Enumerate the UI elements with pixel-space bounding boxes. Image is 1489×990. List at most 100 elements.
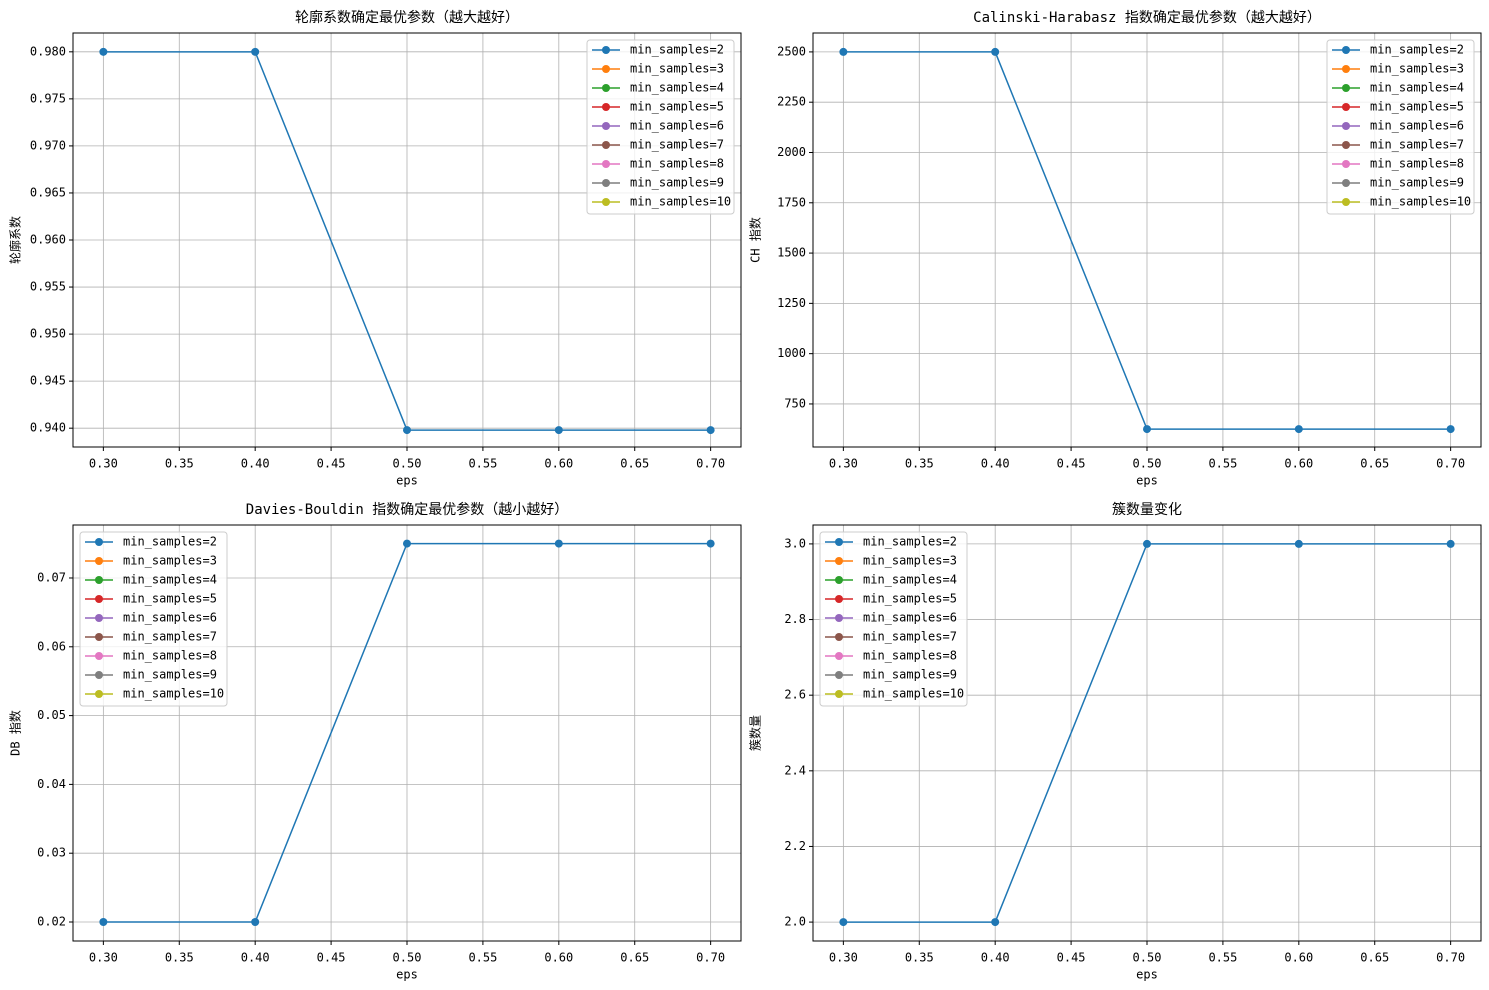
legend-label: min_samples=4 — [863, 573, 957, 587]
x-tick-label: 0.35 — [165, 457, 194, 471]
legend-label: min_samples=8 — [863, 649, 957, 663]
legend-label: min_samples=3 — [630, 62, 724, 76]
x-tick-label: 0.55 — [468, 951, 497, 965]
data-point — [706, 539, 715, 548]
y-tick-label: 1750 — [777, 195, 806, 209]
data-point — [839, 918, 848, 927]
chart-title: 簇数量变化 — [1112, 502, 1182, 518]
x-tick-label: 0.45 — [317, 457, 346, 471]
legend-label: min_samples=6 — [863, 611, 957, 625]
legend-label: min_samples=6 — [630, 119, 724, 133]
legend-marker — [95, 557, 103, 565]
y-tick-label: 0.940 — [30, 421, 66, 435]
y-tick-label: 1250 — [777, 296, 806, 310]
legend-box — [1326, 39, 1475, 215]
legend-label: min_samples=3 — [863, 554, 957, 568]
data-point — [99, 918, 108, 927]
subplot: 0.30 0.35 0.40 0.45 0.50 0.55 0.60 0.65 0.70 0.02… — [8, 501, 742, 982]
x-tick-label: 0.35 — [905, 951, 934, 965]
legend-marker — [1342, 103, 1350, 111]
y-tick-label: 1500 — [777, 246, 806, 260]
legend-label: min_samples=8 — [630, 157, 724, 171]
legend-marker — [95, 690, 103, 698]
legend-marker — [602, 103, 610, 111]
legend-label: min_samples=3 — [123, 554, 217, 568]
y-tick-label: 0.975 — [30, 91, 66, 105]
legend-marker — [1342, 84, 1350, 92]
data-point — [1143, 425, 1151, 434]
legend-marker — [1342, 122, 1350, 130]
legend-marker — [95, 652, 103, 660]
legend: min_samples=2 min_samples=3 min_samples=4m… — [79, 531, 228, 707]
chart-title: Calinski-Harabasz 指数确定最优参数（越大越好） — [973, 9, 1321, 26]
plot-frame — [72, 32, 742, 448]
legend-label: min_samples=8 — [123, 649, 217, 663]
x-tick-label: 0.50 — [393, 951, 422, 965]
x-tick-label: 0.65 — [620, 951, 649, 965]
legend-marker — [95, 671, 103, 679]
x-tick-label: 0.65 — [1360, 951, 1389, 965]
y-tick-label: 0.965 — [30, 185, 66, 199]
legend-label: min_samples=7 — [123, 630, 217, 644]
x-tick-label: 0.40 — [981, 457, 1010, 471]
legend-marker — [1342, 160, 1350, 168]
legend-label: min_samples=10 — [123, 687, 224, 701]
y-tick-label: 2000 — [777, 145, 806, 159]
y-tick-label: 0.970 — [30, 138, 66, 152]
legend-marker — [602, 65, 610, 73]
x-tick-label: 0.30 — [89, 951, 118, 965]
x-tick-label: 0.65 — [1360, 457, 1389, 471]
y-tick-label: 0.06 — [37, 639, 66, 653]
x-axis-label: eps — [1136, 968, 1158, 982]
legend: min_samples=2 min_samples=3 min_samples=4m… — [1326, 39, 1475, 215]
legend-label: min_samples=4 — [123, 573, 217, 587]
y-tick-label: 2.6 — [784, 688, 806, 702]
x-axis-label: eps — [396, 474, 418, 488]
y-tick-label: 2.2 — [784, 839, 806, 853]
legend-marker — [835, 633, 843, 641]
x-tick-label: 0.65 — [620, 457, 649, 471]
legend-label: min_samples=2 — [123, 535, 217, 549]
legend-marker — [835, 576, 843, 584]
x-tick-label: 0.40 — [241, 951, 270, 965]
plot-frame — [812, 32, 1482, 448]
legend-marker — [835, 671, 843, 679]
x-tick-label: 0.55 — [468, 457, 497, 471]
legend-label: min_samples=2 — [863, 535, 957, 549]
data-point — [251, 47, 260, 56]
y-tick-label: 0.04 — [37, 777, 66, 791]
legend-label: min_samples=8 — [1370, 157, 1464, 171]
y-tick-label: 0.955 — [30, 280, 66, 294]
legend-marker — [602, 141, 610, 149]
legend-label: min_samples=4 — [1370, 81, 1464, 95]
x-tick-label: 0.70 — [1436, 951, 1465, 965]
y-tick-label: 0.945 — [30, 374, 66, 388]
x-tick-label: 0.55 — [1208, 457, 1237, 471]
data-point — [1446, 425, 1455, 434]
data-point — [403, 426, 411, 435]
data-point — [1446, 539, 1455, 548]
plot-frame — [812, 524, 1482, 942]
data-point — [1143, 539, 1151, 548]
subplot: 0.30 0.35 0.40 0.45 0.50 0.55 0.60 0.65 0.70 750 1… — [748, 9, 1482, 488]
data-point — [1294, 539, 1303, 548]
y-tick-label: 0.950 — [30, 327, 66, 341]
data-point — [991, 918, 1000, 927]
subplot: 0.30 0.35 0.40 0.45 0.50 0.55 0.60 0.65 0.70 2.0 2… — [748, 502, 1482, 982]
y-axis-label: DB 指数 — [8, 710, 23, 756]
legend-marker — [602, 179, 610, 187]
legend-label: min_samples=2 — [630, 43, 724, 57]
y-tick-label: 0.02 — [37, 915, 66, 929]
legend-box — [586, 39, 735, 215]
legend-label: min_samples=9 — [1370, 176, 1464, 190]
legend-label: min_samples=7 — [1370, 138, 1464, 152]
legend-marker — [835, 690, 843, 698]
data-point — [991, 47, 1000, 56]
x-tick-label: 0.30 — [829, 457, 858, 471]
legend-marker — [835, 538, 843, 546]
x-tick-label: 0.70 — [696, 951, 725, 965]
legend-label: min_samples=5 — [123, 592, 217, 606]
legend-label: min_samples=9 — [630, 176, 724, 190]
legend-marker — [602, 122, 610, 130]
